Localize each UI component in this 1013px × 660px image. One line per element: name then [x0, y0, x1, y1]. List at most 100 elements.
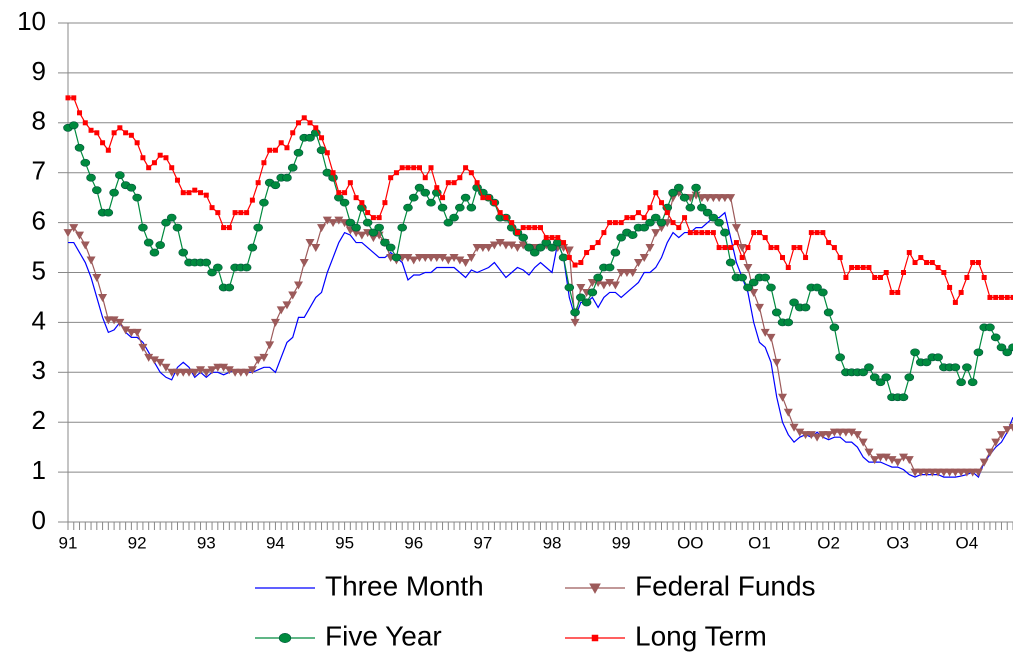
y-tick-label: 7 — [32, 156, 46, 186]
point-marker — [242, 368, 252, 377]
point-marker — [82, 120, 88, 126]
point-marker — [132, 328, 142, 337]
point-marker — [319, 135, 325, 141]
point-marker — [489, 241, 499, 250]
point-marker — [941, 270, 947, 275]
point-marker — [803, 255, 809, 261]
point-marker — [460, 193, 471, 202]
point-marker — [484, 244, 494, 253]
point-marker — [618, 220, 624, 226]
point-marker — [201, 368, 211, 377]
point-marker — [733, 240, 739, 246]
point-marker — [426, 254, 436, 263]
point-marker — [820, 230, 826, 236]
point-marker — [749, 288, 759, 297]
point-marker — [973, 468, 983, 477]
point-marker — [111, 130, 117, 136]
point-marker — [501, 241, 511, 250]
point-marker — [339, 198, 350, 207]
point-marker — [722, 245, 728, 251]
point-marker — [720, 194, 730, 203]
point-marker — [687, 230, 693, 236]
point-marker — [818, 431, 828, 440]
point-marker — [178, 248, 189, 257]
point-marker — [670, 220, 676, 226]
point-marker — [169, 165, 175, 171]
point-marker — [69, 224, 79, 233]
point-marker — [864, 448, 874, 457]
point-marker — [115, 318, 125, 327]
point-marker — [679, 193, 690, 202]
point-marker — [155, 241, 165, 249]
point-marker — [474, 180, 480, 186]
point-marker — [529, 248, 540, 257]
point-marker — [985, 448, 995, 457]
point-marker — [858, 368, 868, 377]
point-marker — [270, 181, 281, 190]
point-marker — [651, 229, 661, 238]
legend-marker — [278, 633, 292, 643]
point-marker — [812, 433, 822, 442]
point-marker — [801, 431, 811, 440]
point-marker — [138, 223, 148, 232]
point-marker — [172, 368, 182, 377]
point-marker — [255, 180, 261, 186]
point-marker — [566, 255, 572, 261]
point-marker — [653, 190, 659, 196]
point-marker — [207, 366, 217, 375]
point-marker — [584, 250, 590, 256]
point-marker — [342, 190, 348, 196]
point-marker — [628, 269, 638, 277]
point-marker — [881, 373, 892, 382]
point-marker — [301, 115, 307, 121]
point-marker — [397, 223, 408, 232]
point-marker — [726, 194, 736, 203]
point-marker — [167, 368, 177, 377]
point-marker — [639, 223, 650, 232]
point-marker — [86, 256, 96, 265]
point-marker — [610, 248, 621, 257]
point-marker — [293, 148, 304, 157]
point-marker — [664, 210, 670, 216]
point-marker — [685, 203, 696, 212]
point-marker — [762, 235, 768, 241]
point-marker — [161, 218, 171, 227]
point-marker — [929, 260, 935, 266]
point-marker — [1008, 423, 1013, 432]
point-marker — [601, 230, 607, 236]
point-marker — [612, 220, 618, 226]
point-marker — [86, 173, 96, 182]
point-marker — [466, 254, 476, 263]
point-marker — [998, 294, 1004, 300]
point-marker — [576, 293, 586, 302]
point-marker — [898, 393, 909, 402]
point-marker — [244, 210, 250, 216]
y-tick-label: 1 — [32, 455, 46, 485]
point-marker — [259, 353, 269, 362]
point-marker — [990, 333, 1001, 342]
point-marker — [543, 235, 549, 241]
point-marker — [950, 468, 960, 477]
point-marker — [745, 245, 751, 251]
point-marker — [673, 183, 684, 192]
point-marker — [420, 254, 430, 263]
point-marker — [75, 231, 85, 240]
point-marker — [1010, 294, 1013, 300]
point-marker — [198, 190, 204, 196]
point-marker — [432, 254, 442, 263]
point-marker — [224, 283, 235, 292]
point-marker — [973, 348, 984, 357]
point-marker — [852, 431, 862, 440]
point-marker — [918, 255, 924, 261]
x-tick-label: OO — [677, 533, 703, 552]
point-marker — [708, 213, 719, 222]
point-marker — [881, 453, 891, 462]
point-marker — [380, 238, 390, 247]
point-marker — [743, 264, 753, 273]
point-marker — [126, 183, 137, 192]
point-marker — [901, 270, 907, 275]
point-marker — [535, 243, 546, 252]
point-marker — [449, 254, 459, 263]
point-marker — [405, 165, 411, 171]
point-marker — [221, 225, 227, 231]
